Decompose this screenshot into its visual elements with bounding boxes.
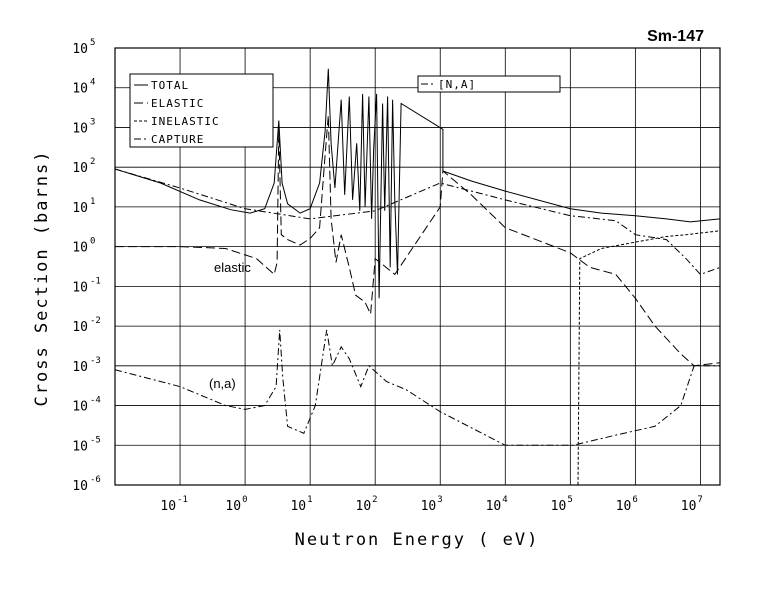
x-tick-label: 10 (681, 499, 697, 514)
legend-right: [N,A] (417, 75, 561, 93)
legend-left: TOTAL ELASTIC INELASTIC CAPTURE (129, 73, 274, 148)
x-tick-exponent: -1 (177, 495, 188, 505)
y-tick-5: 10 0 (72, 237, 95, 256)
annotation-na: (n,a) (209, 376, 236, 391)
y-tick-11: 10 -6 (72, 475, 101, 494)
x-tick-exponent: 7 (697, 495, 702, 505)
x-tick-4: 10 3 (421, 495, 443, 514)
legend-entry-0: [N,A] (421, 78, 476, 91)
series-capture-line (115, 168, 720, 275)
legend-label: ELASTIC (151, 97, 204, 110)
y-tick-label: 10 (72, 121, 88, 136)
x-tick-exponent: 1 (307, 495, 312, 505)
y-tick-7: 10 -2 (72, 316, 101, 335)
series-inelastic-line (577, 230, 720, 485)
legend-label: [N,A] (438, 78, 476, 91)
x-tick-label: 10 (616, 499, 632, 514)
x-tick-label: 10 (421, 499, 437, 514)
series-n-a-line (115, 329, 720, 446)
y-axis-label: Cross Section (barns) (32, 150, 52, 407)
y-tick-exponent: 2 (90, 157, 95, 167)
y-tick-label: 10 (72, 280, 88, 295)
y-tick-9: 10 -4 (72, 396, 101, 415)
x-tick-5: 10 4 (486, 495, 508, 514)
x-tick-3: 10 2 (356, 495, 378, 514)
x-tick-exponent: 0 (242, 495, 247, 505)
x-tick-6: 10 5 (551, 495, 573, 514)
legend-entry-0: TOTAL (134, 79, 189, 92)
x-tick-8: 10 7 (681, 495, 703, 514)
y-tick-exponent: -4 (90, 396, 101, 406)
legend-right-box (417, 75, 561, 93)
x-axis-label: Neutron Energy ( eV) (295, 530, 540, 550)
x-tick-label: 10 (225, 499, 241, 514)
series-elastic-line (115, 115, 720, 367)
y-tick-1: 10 4 (72, 78, 95, 97)
y-tick-exponent: 1 (90, 197, 95, 207)
x-tick-exponent: 2 (372, 495, 377, 505)
x-tick-0: 10 -1 (160, 495, 188, 514)
legend-entry-3: CAPTURE (134, 133, 204, 146)
legend-left-box (129, 73, 274, 148)
axis-ticks: 10 -1 10 0 10 1 10 2 10 3 10 4 10 5 10 6 10 710 510 410 310 2… (72, 38, 702, 514)
series-layer (115, 68, 720, 485)
x-tick-exponent: 5 (567, 495, 572, 505)
y-tick-label: 10 (72, 479, 88, 494)
legend-label: INELASTIC (151, 115, 220, 128)
y-tick-exponent: -5 (90, 435, 101, 445)
y-tick-label: 10 (72, 161, 88, 176)
y-tick-label: 10 (72, 42, 88, 57)
y-tick-exponent: 5 (90, 38, 95, 48)
x-tick-exponent: 3 (437, 495, 442, 505)
chart-title: Sm-147 (647, 28, 704, 45)
y-tick-label: 10 (72, 82, 88, 97)
plot-frame (114, 47, 721, 486)
x-tick-label: 10 (290, 499, 306, 514)
y-tick-4: 10 1 (72, 197, 95, 216)
y-tick-exponent: 4 (90, 78, 95, 88)
x-tick-label: 10 (356, 499, 372, 514)
legend-label: TOTAL (151, 79, 189, 92)
y-tick-label: 10 (72, 241, 88, 256)
y-tick-label: 10 (72, 320, 88, 335)
x-tick-label: 10 (486, 499, 502, 514)
x-tick-label: 10 (551, 499, 567, 514)
y-tick-0: 10 5 (72, 38, 95, 57)
legend-entry-1: ELASTIC (134, 97, 204, 110)
y-tick-label: 10 (72, 439, 88, 454)
y-tick-label: 10 (72, 400, 88, 415)
y-tick-exponent: -6 (90, 475, 101, 485)
x-tick-1: 10 0 (225, 495, 247, 514)
y-tick-10: 10 -5 (72, 435, 101, 454)
y-tick-label: 10 (72, 201, 88, 216)
y-tick-exponent: -1 (90, 276, 101, 286)
legend-label: CAPTURE (151, 133, 204, 146)
y-tick-3: 10 2 (72, 157, 95, 176)
y-tick-6: 10 -1 (72, 276, 101, 295)
x-tick-7: 10 6 (616, 495, 638, 514)
series-total-line (115, 68, 720, 299)
x-tick-exponent: 4 (502, 495, 507, 505)
y-tick-label: 10 (72, 360, 88, 375)
y-tick-exponent: 3 (90, 117, 95, 127)
y-tick-exponent: 0 (90, 237, 95, 247)
y-tick-exponent: -3 (90, 356, 101, 366)
annotation-elastic: elastic (214, 260, 251, 275)
x-tick-2: 10 1 (290, 495, 312, 514)
x-tick-exponent: 6 (632, 495, 637, 505)
legend-entry-2: INELASTIC (134, 115, 220, 128)
y-tick-exponent: -2 (90, 316, 101, 326)
y-tick-8: 10 -3 (72, 356, 101, 375)
y-tick-2: 10 3 (72, 117, 95, 136)
x-tick-label: 10 (160, 499, 176, 514)
